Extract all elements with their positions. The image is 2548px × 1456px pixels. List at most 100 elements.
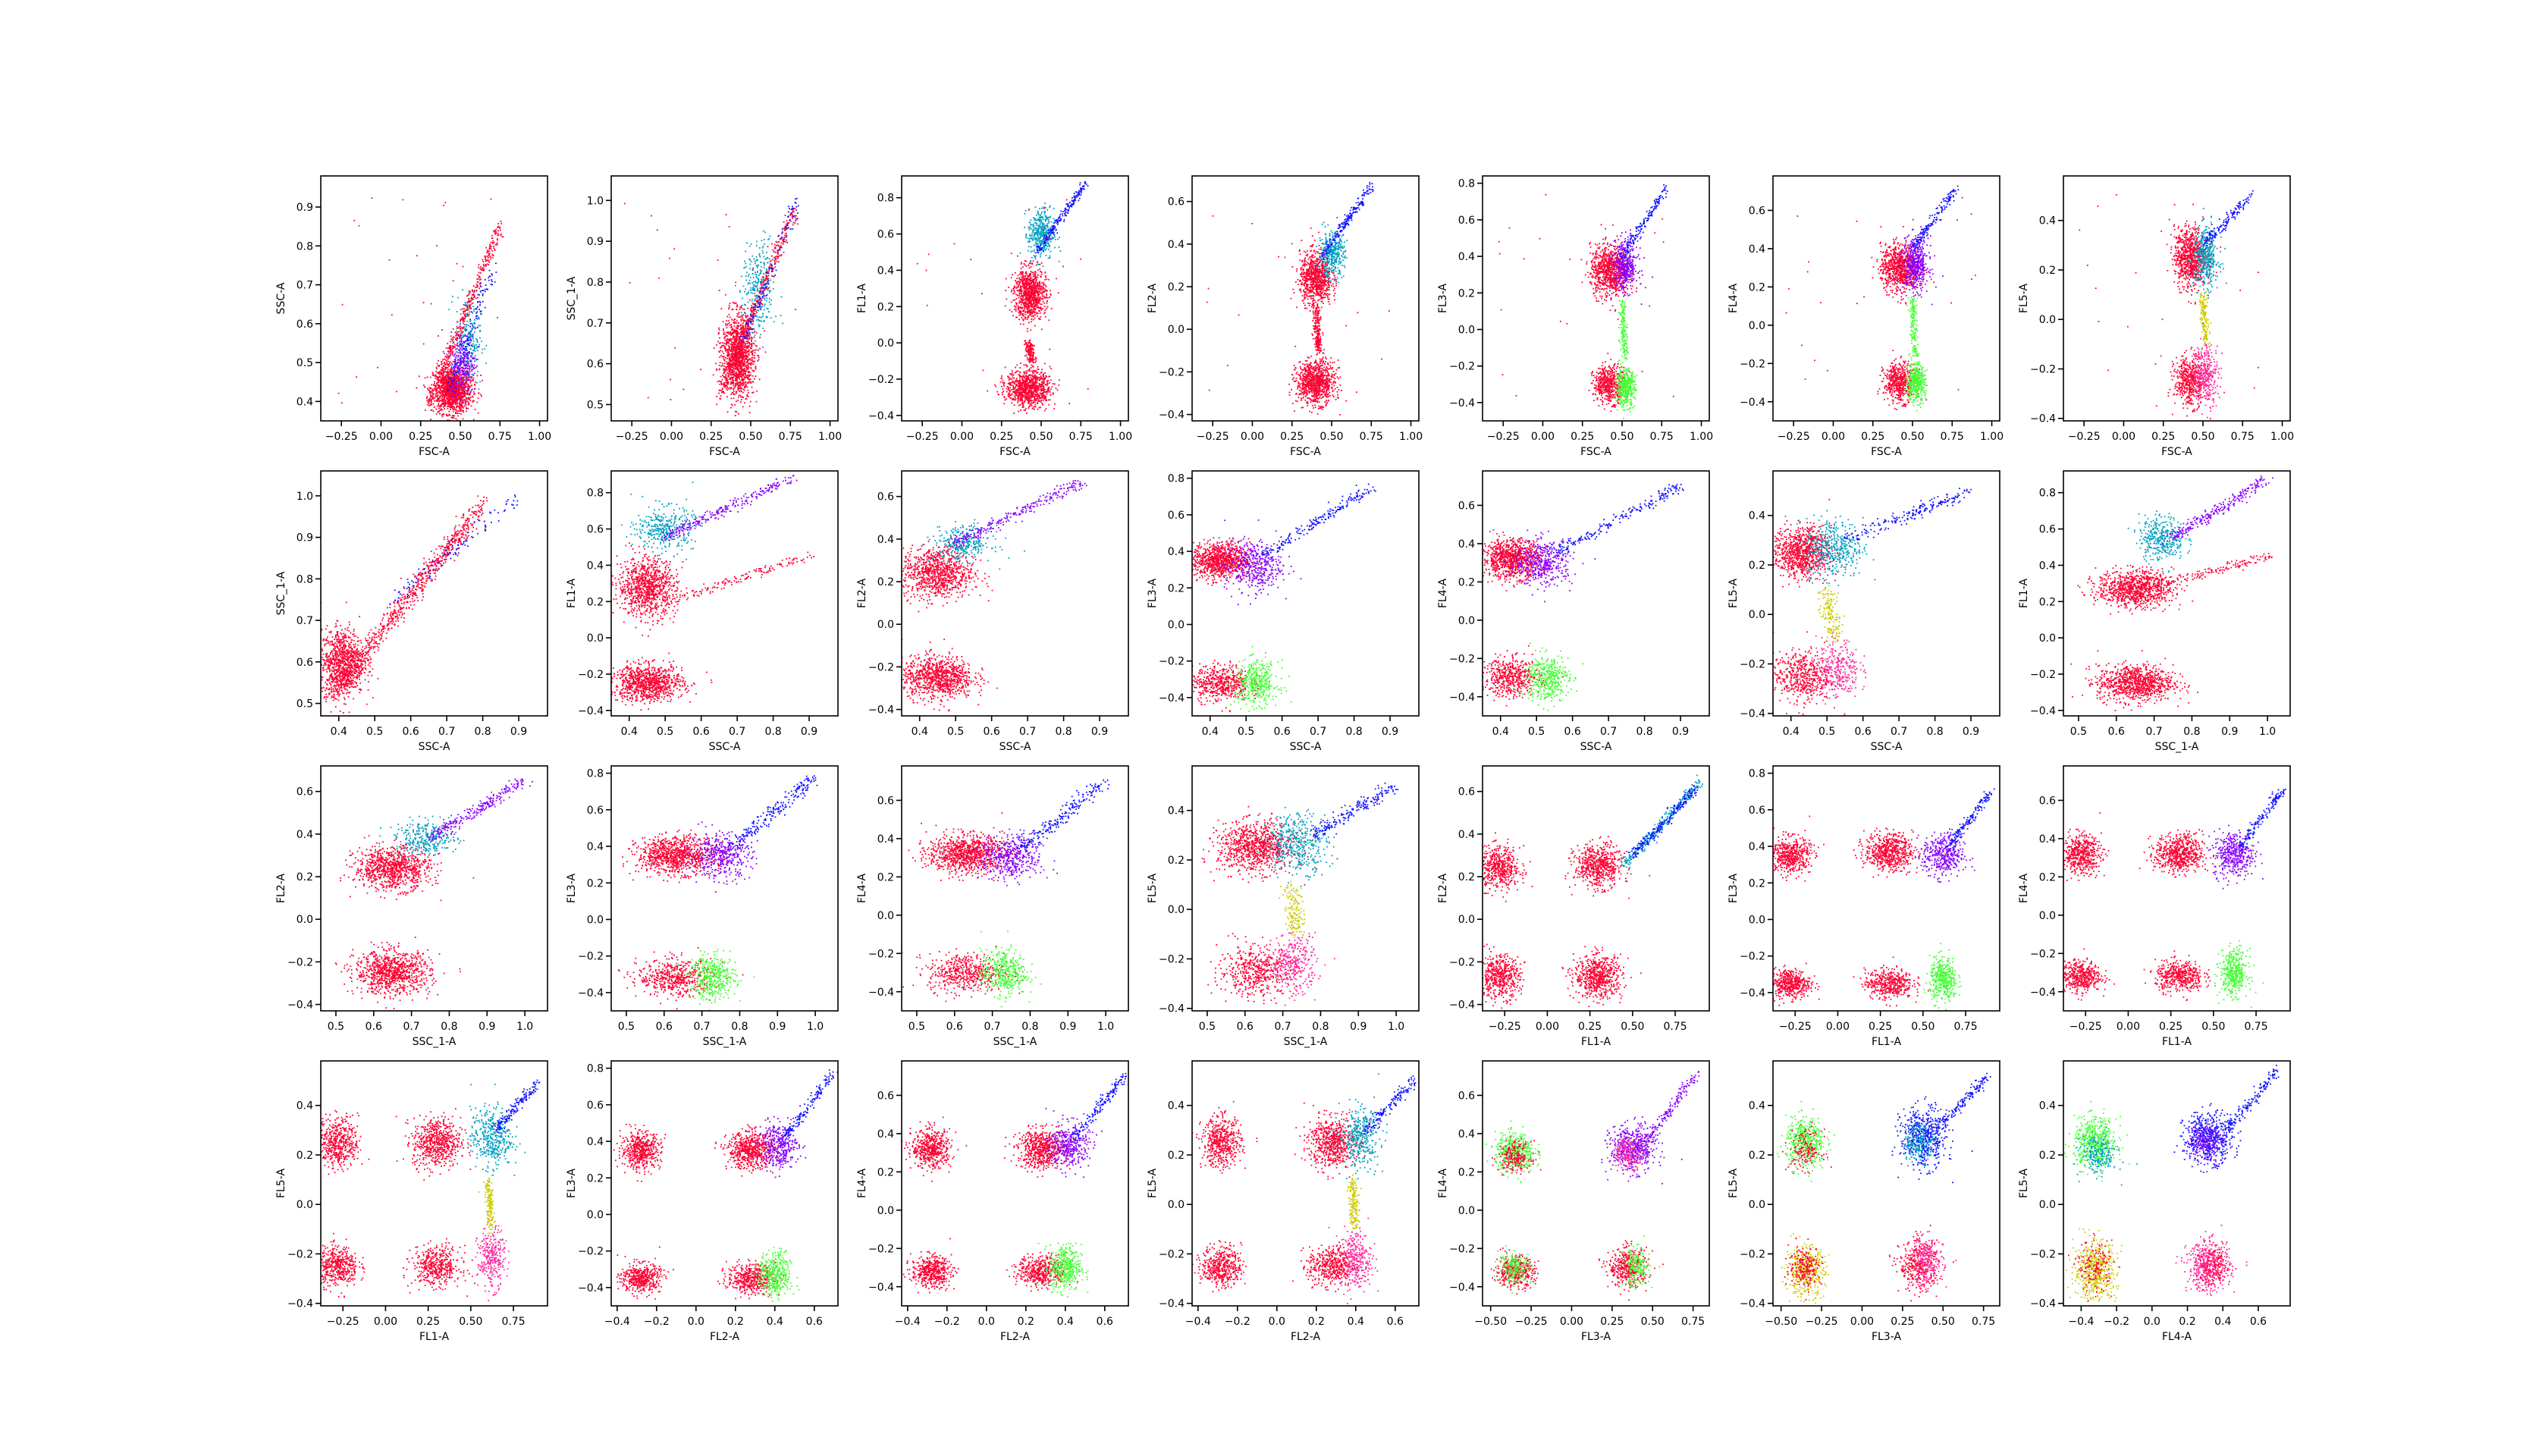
data-point bbox=[722, 362, 723, 364]
y-tick-label: 0.7 bbox=[297, 280, 313, 292]
data-point bbox=[450, 339, 452, 340]
data-point bbox=[756, 256, 758, 258]
data-point bbox=[749, 363, 751, 365]
data-point bbox=[724, 384, 726, 386]
data-point bbox=[454, 332, 456, 334]
data-point bbox=[744, 347, 745, 348]
data-point bbox=[720, 390, 722, 391]
data-point bbox=[456, 328, 457, 330]
data-point bbox=[356, 376, 357, 378]
data-point bbox=[1046, 303, 1048, 304]
data-point bbox=[391, 314, 393, 315]
data-point bbox=[723, 358, 724, 359]
data-point bbox=[441, 387, 442, 388]
data-point bbox=[772, 259, 774, 261]
data-point bbox=[775, 252, 777, 253]
data-point bbox=[720, 342, 721, 344]
data-point bbox=[480, 375, 482, 376]
data-point bbox=[736, 304, 738, 306]
data-point bbox=[727, 411, 729, 413]
data-point bbox=[760, 334, 761, 335]
data-point bbox=[731, 334, 733, 335]
data-point bbox=[736, 306, 738, 308]
data-point bbox=[500, 223, 502, 224]
data-point bbox=[742, 305, 743, 306]
data-point bbox=[466, 410, 467, 412]
data-point bbox=[488, 253, 490, 255]
data-point bbox=[483, 270, 485, 271]
data-point bbox=[438, 405, 440, 406]
data-point bbox=[730, 387, 731, 388]
x-tick-label: 0.25 bbox=[409, 431, 432, 443]
data-point bbox=[792, 206, 793, 207]
data-point bbox=[459, 366, 460, 367]
data-point bbox=[453, 336, 454, 337]
data-point bbox=[719, 290, 720, 291]
data-point bbox=[723, 383, 725, 384]
data-point bbox=[723, 332, 725, 334]
data-point bbox=[745, 382, 746, 384]
data-point bbox=[444, 397, 445, 399]
data-point bbox=[438, 384, 440, 386]
data-point bbox=[755, 334, 756, 336]
data-point bbox=[786, 224, 787, 226]
data-point bbox=[473, 356, 475, 358]
data-point bbox=[465, 372, 466, 374]
data-point bbox=[740, 335, 742, 337]
data-point bbox=[437, 384, 438, 385]
data-point bbox=[440, 377, 441, 378]
data-point bbox=[728, 363, 730, 365]
data-point bbox=[463, 322, 464, 324]
data-point bbox=[745, 384, 747, 386]
data-point bbox=[479, 309, 480, 310]
data-point bbox=[736, 392, 737, 394]
data-point bbox=[456, 351, 457, 353]
data-point bbox=[477, 375, 479, 377]
data-point bbox=[463, 335, 465, 337]
data-point bbox=[444, 363, 446, 365]
data-point bbox=[726, 316, 728, 318]
data-point bbox=[729, 314, 730, 315]
data-point bbox=[457, 362, 458, 364]
data-point bbox=[747, 325, 748, 327]
data-point bbox=[762, 276, 764, 278]
data-point bbox=[492, 240, 494, 242]
data-point bbox=[443, 205, 444, 206]
data-point bbox=[490, 199, 491, 200]
data-point bbox=[435, 371, 437, 372]
data-point bbox=[724, 359, 726, 361]
data-point bbox=[785, 241, 786, 243]
data-point bbox=[768, 275, 770, 277]
data-point bbox=[1038, 291, 1040, 293]
data-point bbox=[452, 403, 453, 404]
data-point bbox=[739, 337, 740, 339]
data-point bbox=[761, 266, 762, 268]
data-point bbox=[738, 322, 739, 324]
data-point bbox=[442, 368, 444, 369]
data-point bbox=[747, 328, 748, 330]
data-point bbox=[734, 330, 736, 331]
data-point bbox=[457, 381, 459, 382]
data-point bbox=[747, 368, 748, 369]
data-point bbox=[473, 378, 475, 379]
data-point bbox=[453, 398, 454, 400]
data-point bbox=[476, 315, 478, 316]
data-point bbox=[494, 231, 496, 232]
data-point bbox=[750, 347, 752, 349]
data-point bbox=[460, 402, 462, 403]
data-point bbox=[473, 309, 475, 310]
data-point bbox=[447, 381, 449, 383]
data-point bbox=[493, 231, 494, 233]
data-point bbox=[469, 307, 471, 309]
data-point bbox=[469, 318, 471, 320]
data-point bbox=[768, 280, 770, 281]
data-point bbox=[473, 391, 475, 393]
data-point bbox=[770, 300, 772, 301]
data-point bbox=[452, 350, 453, 352]
data-point bbox=[497, 317, 498, 318]
data-point bbox=[453, 378, 455, 380]
data-point bbox=[460, 395, 461, 397]
data-point bbox=[732, 329, 733, 331]
data-point bbox=[467, 337, 469, 339]
data-point bbox=[769, 298, 770, 300]
